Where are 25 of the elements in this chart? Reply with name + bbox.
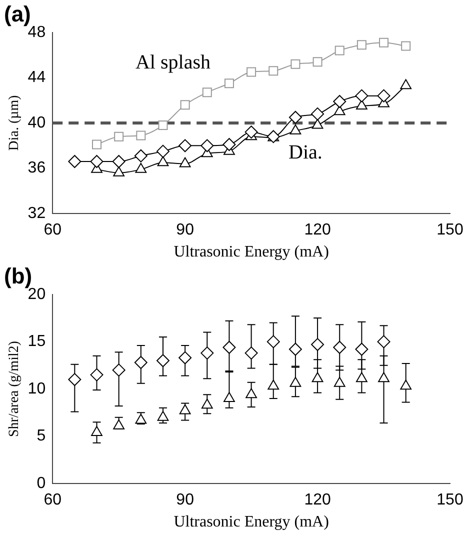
- x-tick-label: 60: [44, 222, 62, 239]
- x-tick-label: 90: [176, 492, 194, 509]
- y-tick-label: 44: [28, 69, 46, 86]
- x-tick-label: 90: [176, 222, 194, 239]
- x-tick-label: 150: [436, 222, 464, 239]
- x-tick-label: 150: [436, 492, 464, 509]
- y-tick-label: 10: [28, 380, 46, 398]
- x-tick-label: 120: [304, 222, 331, 239]
- series-label: Dia.: [288, 142, 322, 164]
- x-tick-label: 60: [44, 492, 62, 509]
- chart-title: (b): [4, 263, 32, 288]
- series-label: Al splash: [135, 52, 210, 74]
- x-tick-label: 120: [304, 492, 331, 509]
- y-tick-label: 0: [36, 475, 46, 492]
- y-tick-label: 40: [28, 114, 46, 132]
- x-axis-title: Ultrasonic Energy (mA): [174, 514, 329, 531]
- y-tick-label: 15: [28, 333, 46, 350]
- y-tick-label: 32: [28, 205, 46, 222]
- y-tick-label: 5: [36, 428, 46, 445]
- y-tick-label: 36: [28, 160, 46, 177]
- chart-title: (a): [4, 1, 31, 26]
- y-axis-title: Shr/area (g/mil2): [7, 340, 22, 438]
- y-axis-title: Dia. (µm): [7, 94, 22, 151]
- x-axis-title: Ultrasonic Energy (mA): [174, 244, 329, 261]
- y-tick-label: 48: [28, 24, 46, 41]
